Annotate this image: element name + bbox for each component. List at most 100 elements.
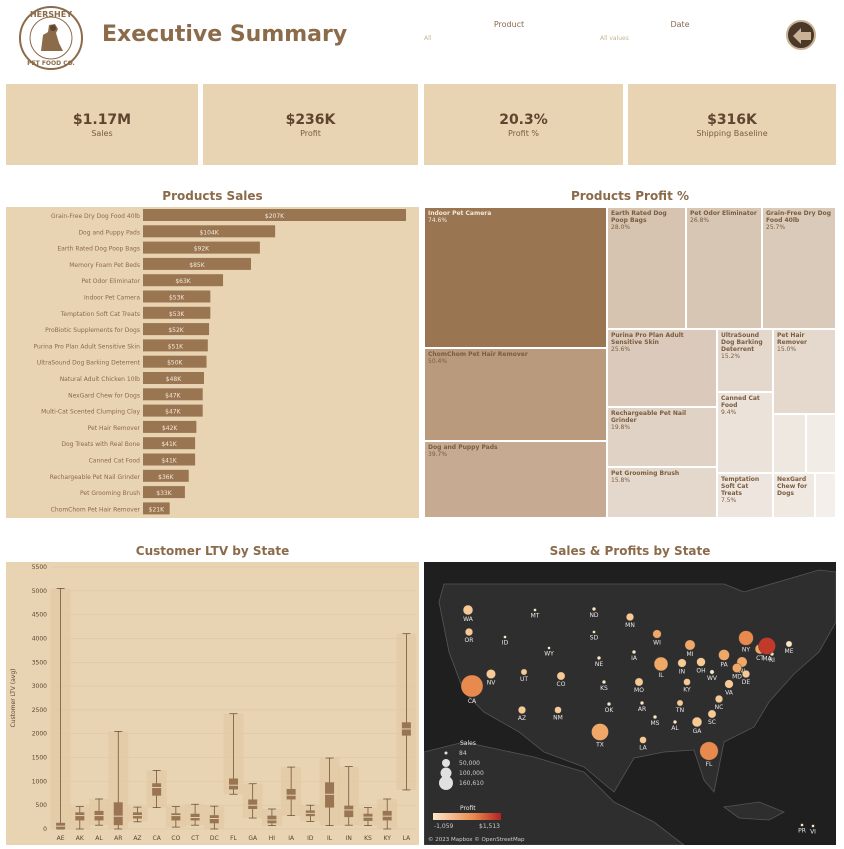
ltv-box[interactable] [286, 788, 296, 800]
state-bubble[interactable] [554, 706, 562, 714]
back-button[interactable] [786, 20, 816, 50]
state-bubble[interactable] [741, 669, 751, 679]
sales-bar[interactable] [143, 502, 170, 515]
state-bubble[interactable] [718, 649, 730, 661]
treemap-cell[interactable]: Temptation Soft Cat Treats 7.5% [717, 473, 773, 518]
treemap-cell[interactable]: Pet Grooming Brush 15.8% [607, 467, 717, 518]
treemap-cell[interactable]: Canned Cat Food 9.4% [717, 392, 773, 473]
sales-bar[interactable] [143, 306, 211, 319]
state-bubble[interactable] [547, 646, 551, 650]
ltv-box[interactable] [382, 810, 392, 821]
sales-bar[interactable] [143, 257, 251, 270]
treemap-cell[interactable] [815, 473, 836, 518]
state-bubble[interactable] [709, 669, 715, 675]
state-bubble[interactable] [460, 674, 484, 698]
state-bubble[interactable] [732, 663, 742, 673]
treemap-cell[interactable] [806, 414, 836, 473]
sales-profit-map-svg[interactable]: WA OR ID MT ND MN WI MI NY ME SD WY NV UT CO NE IA IL IN OH… [423, 562, 837, 846]
state-bubble[interactable] [631, 649, 637, 655]
ltv-box[interactable] [325, 782, 335, 808]
treemap-cell[interactable] [773, 414, 806, 473]
state-bubble[interactable] [683, 678, 691, 686]
ltv-box[interactable] [229, 778, 238, 790]
state-bubble[interactable] [517, 705, 527, 715]
state-bubble[interactable] [625, 612, 635, 622]
state-bubble[interactable] [758, 637, 776, 655]
state-bubble[interactable] [606, 701, 612, 707]
state-bubble[interactable] [707, 709, 717, 719]
sales-bar[interactable] [143, 241, 260, 254]
state-bubble[interactable] [639, 700, 645, 706]
treemap-cell[interactable]: Rechargeable Pet Nail Grinder 19.8% [607, 407, 717, 467]
ltv-box[interactable] [190, 813, 200, 821]
state-bubble[interactable] [520, 668, 528, 676]
state-bubble[interactable] [677, 658, 687, 668]
ltv-box[interactable] [75, 812, 85, 821]
sales-bar[interactable] [143, 339, 208, 352]
state-bubble[interactable] [652, 629, 662, 639]
treemap-cell[interactable]: NexGard Chew for Dogs [773, 473, 815, 518]
state-bubble[interactable] [699, 741, 719, 761]
state-bubble[interactable] [462, 604, 474, 616]
sales-bar[interactable] [143, 453, 196, 466]
sales-bar[interactable] [143, 323, 210, 336]
state-bubble[interactable] [592, 630, 596, 634]
state-bubble[interactable] [738, 630, 754, 646]
state-bubble[interactable] [785, 640, 793, 648]
state-bubble[interactable] [696, 657, 706, 667]
sales-bar[interactable] [143, 437, 196, 450]
product-filter[interactable]: Product All [424, 20, 594, 42]
state-bubble[interactable] [464, 627, 474, 637]
ltv-box[interactable] [209, 815, 219, 824]
treemap-cell[interactable]: Purina Pro Plan Adult Sensitive Skin 25.6… [607, 329, 717, 407]
product-filter-value[interactable]: All [424, 35, 432, 42]
treemap-cell[interactable]: Dog and Puppy Pads 39.7% [424, 441, 607, 518]
sales-bar[interactable] [143, 290, 211, 303]
state-bubble[interactable] [601, 679, 607, 685]
ltv-box[interactable] [113, 802, 123, 826]
state-bubble[interactable] [556, 671, 566, 681]
state-bubble[interactable] [811, 824, 815, 828]
state-bubble[interactable] [639, 736, 647, 744]
sales-bar[interactable] [143, 388, 203, 401]
state-bubble[interactable] [503, 635, 507, 639]
state-bubble[interactable] [486, 669, 496, 679]
state-bubble[interactable] [672, 719, 678, 725]
sales-profit-map[interactable]: WA OR ID MT ND MN WI MI NY ME SD WY NV UT CO NE IA IL IN OH… [423, 562, 837, 846]
state-bubble[interactable] [596, 655, 602, 661]
state-bubble[interactable] [714, 694, 724, 704]
treemap-cell[interactable]: Pet Hair Remover 15.0% [773, 329, 836, 414]
state-bubble[interactable] [634, 677, 644, 687]
state-bubble[interactable] [533, 608, 537, 612]
sales-bar[interactable] [143, 404, 203, 417]
treemap-cell[interactable]: Pet Odor Eliminator 26.8% [686, 207, 762, 329]
state-bubble[interactable] [691, 716, 703, 728]
state-bubble[interactable] [724, 679, 734, 689]
ltv-box[interactable] [344, 805, 354, 818]
treemap-cell[interactable]: Earth Rated Dog Poop Bags 28.0% [607, 207, 686, 329]
state-bubble[interactable] [800, 823, 804, 827]
date-filter-value[interactable]: All values [600, 35, 629, 42]
sales-bar[interactable] [143, 225, 276, 238]
sales-bar[interactable] [143, 469, 189, 482]
date-filter[interactable]: Date All values [600, 20, 760, 42]
sales-bar[interactable] [143, 486, 185, 499]
treemap-cell[interactable]: Indoor Pet Camera 74.6% [424, 207, 607, 348]
sales-bar[interactable] [143, 372, 204, 384]
ltv-box[interactable] [267, 815, 277, 824]
sales-bar[interactable] [143, 209, 406, 221]
state-bubble[interactable] [684, 639, 696, 651]
state-bubble[interactable] [653, 656, 669, 672]
state-bubble[interactable] [591, 606, 597, 612]
state-bubble[interactable] [591, 723, 609, 741]
sales-bar[interactable] [143, 274, 224, 287]
treemap-cell[interactable]: Grain-Free Dry Dog Food 40lb 25.7% [762, 207, 836, 329]
sales-bar[interactable] [143, 420, 197, 433]
state-bubble[interactable] [652, 714, 658, 720]
state-bubble[interactable] [676, 699, 684, 707]
sales-bar[interactable] [143, 355, 207, 368]
ltv-box[interactable] [248, 799, 258, 809]
ltv-box[interactable] [152, 783, 162, 796]
ltv-box[interactable] [171, 813, 181, 821]
treemap-cell[interactable]: UltraSound Dog Barking Deterrent 15.2% [717, 329, 773, 392]
